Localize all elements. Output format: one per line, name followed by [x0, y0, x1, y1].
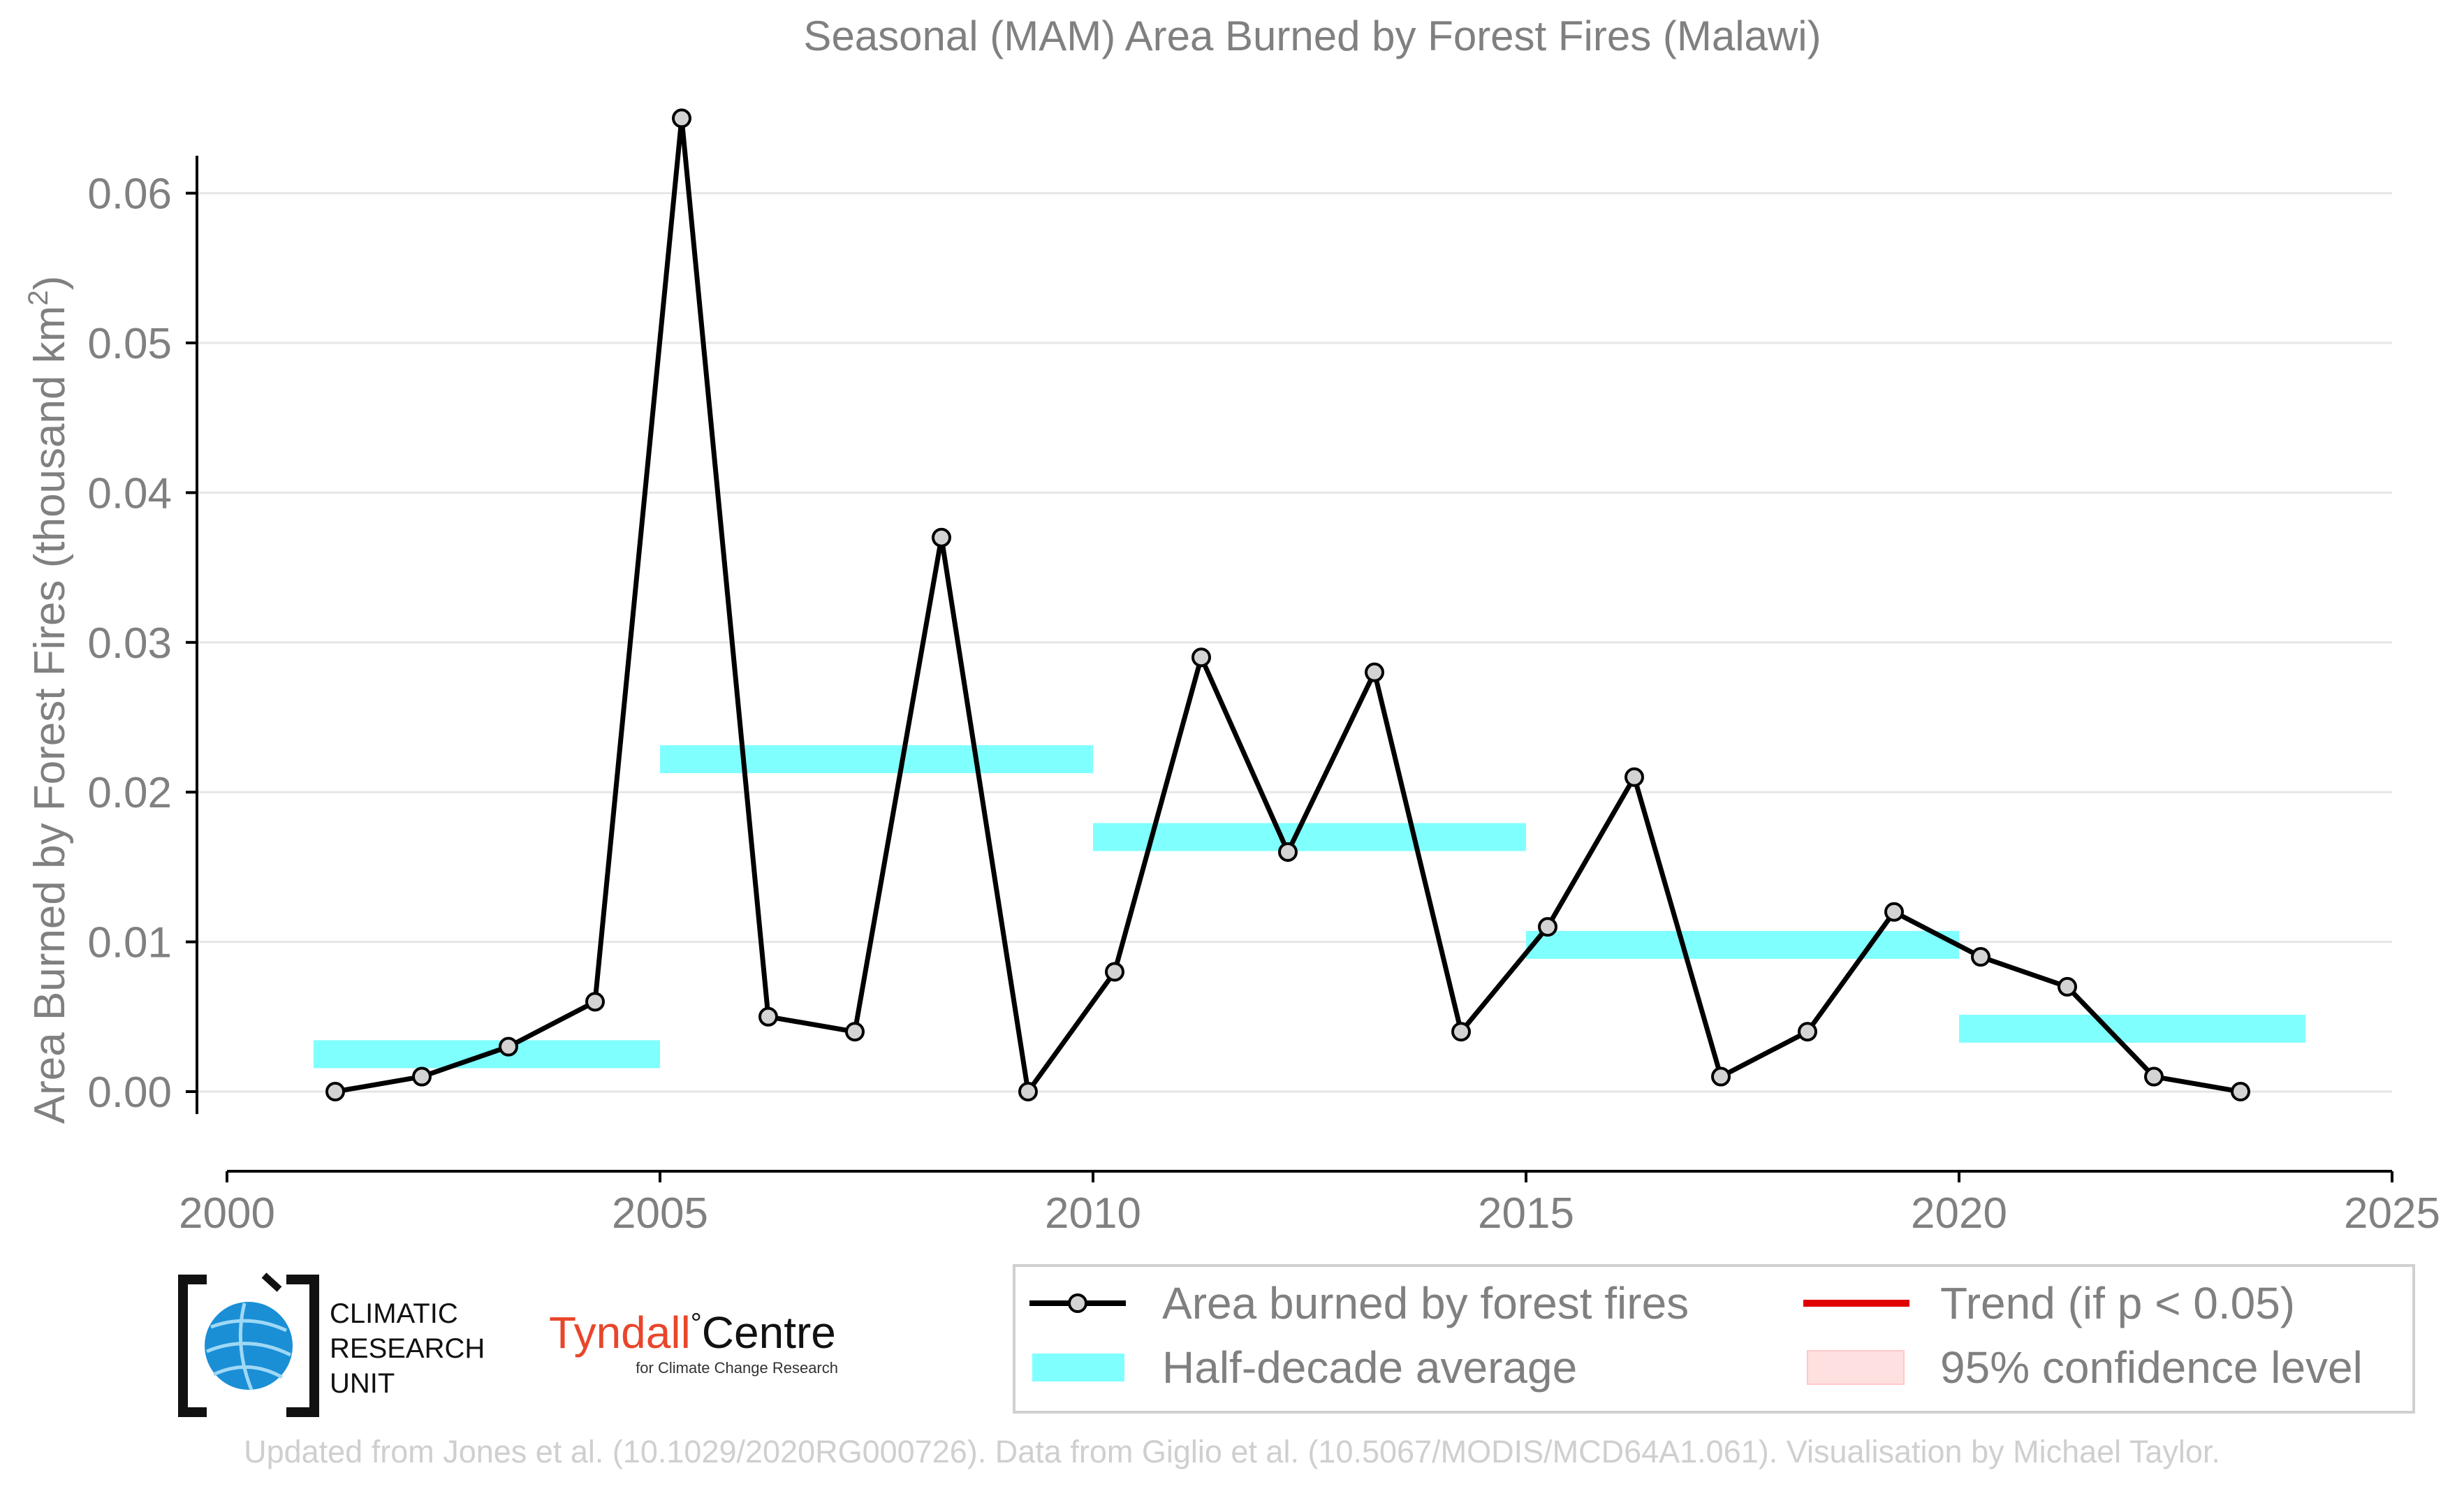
legend-label-half-decade: Half-decade average	[1162, 1342, 1577, 1393]
tyndall-logo-main: Tyndall	[549, 1307, 691, 1358]
y-tick-label: 0.03	[87, 619, 172, 668]
tyndall-logo-subtitle: for Climate Change Research	[636, 1359, 838, 1377]
y-tick-label: 0.06	[87, 170, 172, 219]
y-tick-label: 0.04	[87, 469, 172, 518]
x-tick-label: 2005	[612, 1189, 708, 1238]
x-tick-label: 2015	[1478, 1189, 1574, 1238]
data-point	[1711, 1066, 1731, 1087]
data-point	[672, 108, 691, 129]
half-decade-average-bands	[314, 745, 2305, 1069]
tyndall-logo-degree: °	[691, 1308, 702, 1339]
half-decade-band-4	[1526, 930, 1959, 959]
half-decade-band-5	[1959, 1014, 2305, 1043]
series-area-burned	[325, 108, 2250, 1101]
half-decade-band-3	[1093, 823, 1526, 851]
legend-label-confidence: 95% confidence level	[1940, 1342, 2363, 1393]
y-tick-label: 0.02	[87, 769, 172, 817]
y-axis-label-main: Area Burned by Forest Fires (thousand km	[26, 306, 74, 1124]
data-point	[499, 1036, 518, 1057]
legend-swatch-confidence	[1807, 1350, 1905, 1385]
data-point	[1798, 1022, 1817, 1042]
data-point	[2231, 1082, 2250, 1101]
data-point	[1451, 1022, 1471, 1042]
legend-box	[1013, 1264, 2415, 1414]
cru-logo-bracket-left	[178, 1275, 207, 1417]
data-point	[1884, 902, 1904, 922]
legend-label-trend: Trend (if p < 0.05)	[1940, 1278, 2295, 1328]
y-axis-label-close: )	[26, 276, 74, 291]
data-point	[2144, 1066, 2164, 1087]
half-decade-band-2	[660, 745, 1093, 774]
cru-logo-slash	[261, 1272, 282, 1292]
legend: Area burned by forest fires Trend (if p …	[1013, 1264, 2415, 1414]
data-point	[585, 992, 605, 1012]
cru-logo-line-2: RESEARCH	[330, 1333, 485, 1364]
data-point	[1538, 917, 1557, 937]
cru-logo: CLIMATIC RESEARCH UNIT	[178, 1272, 485, 1417]
data-point	[845, 1022, 865, 1042]
series-line	[335, 115, 2241, 1094]
y-axis-label-superscript: 2	[23, 290, 54, 305]
y-tick-label: 0.00	[87, 1069, 172, 1117]
data-point	[1018, 1082, 1038, 1101]
x-tick-label: 2000	[179, 1189, 275, 1238]
data-point	[1971, 947, 1990, 967]
data-point	[1625, 767, 1644, 787]
data-point	[1278, 842, 1298, 862]
data-point	[1105, 962, 1124, 982]
data-point	[1191, 647, 1211, 668]
gridlines	[197, 192, 2392, 1093]
x-tick-label: 2025	[2344, 1189, 2440, 1238]
tyndall-logo: Tyndall°Centre for Climate Change Resear…	[549, 1307, 838, 1377]
data-point	[412, 1066, 432, 1087]
chart-title: Seasonal (MAM) Area Burned by Forest Fir…	[803, 13, 1821, 59]
cru-logo-line-3: UNIT	[330, 1368, 395, 1399]
cru-logo-line-1: CLIMATIC	[330, 1298, 458, 1329]
data-point	[1365, 662, 1384, 682]
tyndall-logo-text: Tyndall°Centre	[549, 1307, 836, 1358]
data-point	[2058, 976, 2077, 997]
legend-swatch-marker	[1068, 1293, 1087, 1313]
y-tick-label: 0.01	[87, 919, 172, 967]
x-tick-label: 2010	[1045, 1189, 1141, 1238]
data-point	[932, 527, 951, 548]
cru-globe-lines	[206, 1303, 292, 1391]
axes	[186, 156, 2393, 1182]
legend-label-area-burned: Area burned by forest fires	[1162, 1278, 1689, 1328]
data-point	[325, 1082, 345, 1101]
tick-labels: 0.00 0.01 0.02 0.03 0.04 0.05 0.06 2000 2005 2010…	[87, 170, 2440, 1238]
cru-logo-bracket-right	[286, 1275, 319, 1417]
x-tick-label: 2020	[1911, 1189, 2007, 1238]
legend-swatch-half-decade	[1032, 1354, 1124, 1381]
tyndall-logo-centre: Centre	[702, 1307, 836, 1358]
y-tick-label: 0.05	[87, 320, 172, 368]
footer-credits: Updated from Jones et al. (10.1029/2020R…	[244, 1434, 2220, 1469]
data-point	[758, 1006, 778, 1027]
y-axis-label: Area Burned by Forest Fires (thousand km…	[23, 276, 74, 1124]
